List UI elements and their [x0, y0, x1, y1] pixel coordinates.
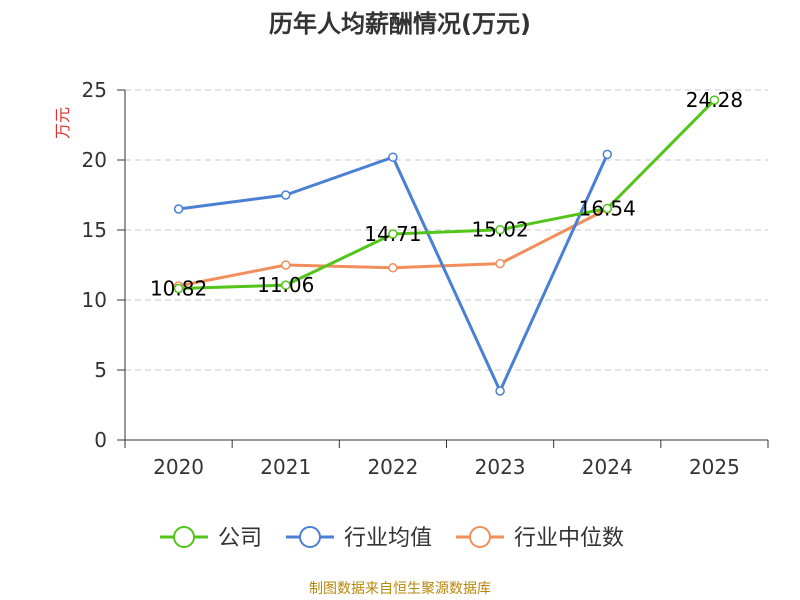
legend: 公司 行业均值 行业中位数	[160, 526, 624, 551]
data-label: 10.82	[150, 277, 207, 301]
y-tick-label: 25	[82, 78, 107, 102]
data-point	[495, 258, 505, 269]
x-tick-label: 2023	[475, 455, 526, 479]
data-point	[495, 386, 505, 396]
y-axis-label: 万元	[53, 107, 72, 139]
legend-marker	[173, 526, 195, 548]
data-point	[709, 95, 720, 105]
x-tick-label: 2021	[260, 455, 311, 479]
data-point	[602, 203, 612, 214]
data-label: 11.06	[257, 273, 314, 297]
data-point	[173, 283, 184, 294]
data-point	[281, 280, 291, 290]
chart-title: 历年人均薪酬情况(万元)	[269, 10, 531, 38]
data-label: 15.02	[471, 218, 528, 242]
data-point	[602, 149, 612, 160]
y-tick-label: 0	[94, 428, 107, 452]
data-label: 24.28	[686, 88, 743, 112]
y-tick-label: 10	[82, 288, 107, 312]
data-point	[281, 190, 291, 200]
data-point	[495, 224, 505, 235]
x-tick-label: 2025	[689, 455, 740, 479]
data-point	[388, 152, 398, 162]
x-tick-label: 2022	[367, 455, 418, 479]
data-point	[388, 263, 398, 273]
x-tick-label: 2024	[582, 455, 633, 479]
x-tick-label: 2020	[153, 455, 204, 479]
series-layer	[173, 95, 720, 396]
legend-label: 公司	[218, 526, 262, 551]
data-labels: 10.82 11.06 14.71 15.02 16.54 24.28	[150, 88, 743, 300]
legend-label: 行业中位数	[514, 526, 624, 551]
y-tick-label: 20	[82, 148, 107, 172]
legend-label: 行业均值	[344, 526, 432, 551]
legend-marker	[469, 526, 491, 548]
data-point	[388, 229, 398, 239]
y-tick-label: 15	[82, 218, 107, 242]
legend-marker	[299, 526, 321, 548]
data-label: 14.71	[364, 222, 421, 246]
source-note: 制图数据来自恒生聚源数据库	[309, 581, 491, 597]
grid-lines	[125, 89, 768, 371]
series-line	[178, 99, 716, 291]
data-label: 16.54	[579, 196, 636, 220]
y-tick-label: 5	[94, 358, 107, 382]
data-point	[173, 204, 184, 214]
data-point	[281, 260, 291, 270]
